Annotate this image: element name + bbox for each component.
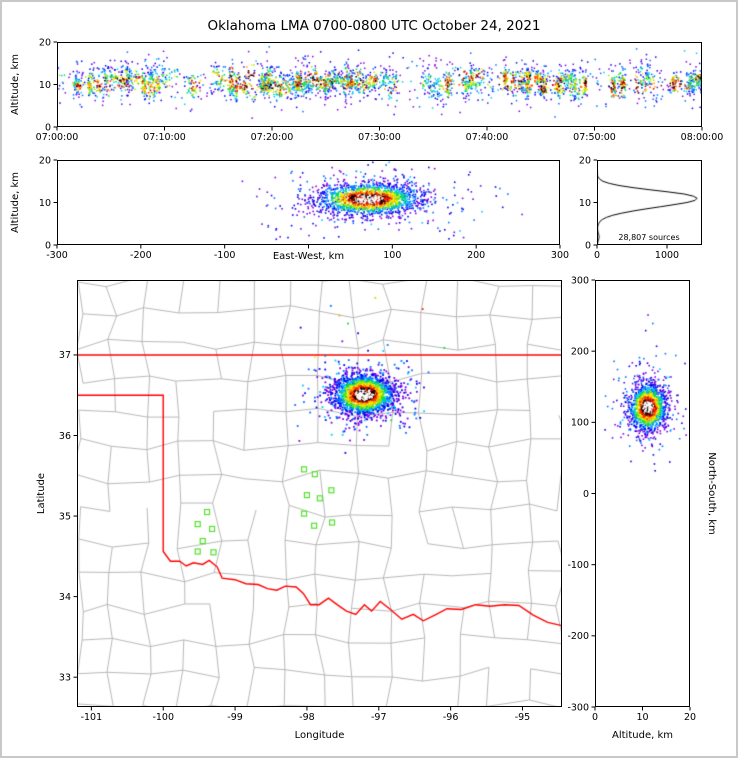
tick-label: 07:00:00: [36, 132, 79, 143]
tick-label: 100: [383, 250, 401, 261]
tick-label: 07:40:00: [466, 132, 509, 143]
tick-label: 200: [467, 250, 485, 261]
tick-label: 0: [594, 250, 600, 261]
tick-label: 37: [59, 350, 71, 361]
tick-label: -96: [443, 712, 459, 723]
tick-label: 300: [551, 250, 569, 261]
tick-label: -95: [515, 712, 531, 723]
tick-label: 0: [45, 122, 51, 133]
tick-label: -100: [152, 712, 174, 723]
tick-label: 10: [39, 80, 51, 91]
east-west-xlabel: East-West, km: [273, 251, 344, 262]
tick-label: -200: [567, 631, 589, 642]
tick-label: 10: [579, 198, 591, 209]
tick-label: -100: [567, 560, 589, 571]
ns-height-xlabel: Altitude, km: [612, 730, 673, 741]
tick-label: 0: [45, 240, 51, 251]
tick-label: 07:20:00: [251, 132, 294, 143]
figure-title: Oklahoma LMA 0700-0800 UTC October 24, 2…: [207, 18, 540, 34]
tick-label: 34: [59, 592, 71, 603]
tick-label: 100: [571, 418, 589, 429]
tick-label: 33: [59, 672, 71, 683]
tick-label: 10: [39, 198, 51, 209]
plan-view-map-panel: [77, 280, 562, 707]
tick-label: 07:50:00: [573, 132, 616, 143]
tick-label: 1000: [655, 250, 679, 261]
tick-label: 20: [39, 155, 51, 166]
tick-label: -300: [567, 702, 589, 713]
tick-label: -100: [214, 250, 236, 261]
tick-label: -300: [46, 250, 68, 261]
tick-label: 0: [592, 712, 598, 723]
tick-label: 07:30:00: [358, 132, 401, 143]
tick-label: 0: [583, 489, 589, 500]
map-ylabel: Latitude: [36, 473, 47, 514]
tick-label: 300: [571, 275, 589, 286]
tick-label: 35: [59, 511, 71, 522]
east-west-height-panel: [57, 160, 560, 245]
tick-label: 0: [585, 240, 591, 251]
tick-label: -99: [227, 712, 243, 723]
tick-label: 10: [636, 712, 648, 723]
time-height-ylabel: Altitude, km: [10, 54, 21, 115]
tick-label: 200: [571, 346, 589, 357]
tick-label: -97: [371, 712, 387, 723]
time-height-panel: [57, 42, 702, 127]
altitude-histogram-panel: [597, 160, 702, 245]
east-west-ylabel: Altitude, km: [10, 172, 21, 233]
tick-label: 20: [579, 155, 591, 166]
north-south-height-panel: [595, 280, 690, 707]
ns-height-ylabel: North-South, km: [706, 452, 717, 535]
tick-label: -101: [81, 712, 103, 723]
tick-label: -200: [130, 250, 152, 261]
tick-label: 20: [684, 712, 696, 723]
map-xlabel: Longitude: [295, 730, 345, 741]
tick-label: 20: [39, 37, 51, 48]
tick-label: -98: [299, 712, 315, 723]
tick-label: 36: [59, 431, 71, 442]
tick-label: 07:10:00: [143, 132, 186, 143]
tick-label: 08:00:00: [681, 132, 724, 143]
